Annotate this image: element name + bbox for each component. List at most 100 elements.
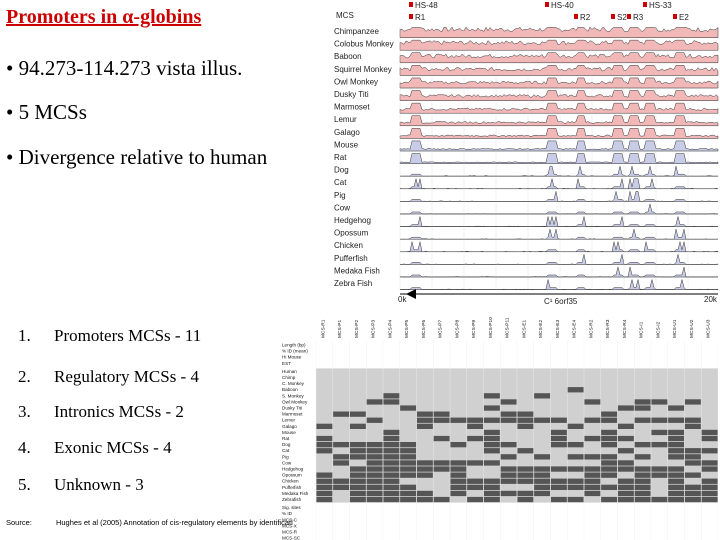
table-row-label: MCS-C <box>282 517 298 522</box>
table-row-label: Mouse <box>282 430 296 435</box>
table-column-header: MCS-P5 <box>404 320 410 338</box>
arrow-left-icon <box>406 289 416 299</box>
species-label: Colobus Monkey <box>334 40 394 49</box>
slide-title: Promoters in α-globins <box>6 6 202 28</box>
species-label: Opossum <box>334 229 369 238</box>
table-column-header: MCS-U3 <box>706 319 712 338</box>
marker-label: HS-33 <box>649 1 672 10</box>
table-row-label: Pufferfish <box>282 485 302 490</box>
table-row-label: Sig. sites <box>282 505 301 510</box>
table-row-label: S. Monkey <box>282 393 304 398</box>
table-row-label: MCS-R <box>282 530 298 535</box>
table-column-header: MCS-P7 <box>438 320 444 338</box>
table-column-header: MCS-P6 <box>421 320 427 338</box>
vista-species-row: Pig <box>334 189 719 202</box>
table-row-label: Chimp <box>282 375 296 380</box>
species-label: Medaka Fish <box>334 266 380 275</box>
table-row-label: Length (bp) <box>282 343 306 348</box>
table-row-label: Baboon <box>282 387 298 392</box>
vista-species-row: Marmoset <box>334 101 719 114</box>
table-column-header: MCS-E4 <box>572 320 578 338</box>
vista-species-row: Opossum <box>334 227 719 240</box>
table-column-header: MCS-I1 <box>639 321 645 338</box>
table-row-label: Rat <box>282 436 290 441</box>
table-column-header: MCS-P8 <box>454 320 460 338</box>
list-item: 3. Intronics MCSs - 2 <box>18 402 184 421</box>
table-column-header: MCS-E1 <box>521 320 527 338</box>
vista-species-row: Rat <box>334 152 719 164</box>
species-label: Dog <box>334 166 349 175</box>
vista-species-row: Dog <box>334 164 719 177</box>
marker-icon <box>627 14 631 19</box>
species-label: Chicken <box>334 241 363 250</box>
table-row-label: Zebrafish <box>282 497 302 502</box>
table-row-label: Pig <box>282 454 289 459</box>
species-label: Zebra Fish <box>334 279 372 288</box>
table-row-label: Lemur <box>282 418 295 423</box>
table-column-header: MCS-P11 <box>505 317 511 338</box>
table-column-header: MCS-I2 <box>655 321 661 338</box>
vista-species-row: Dusky Titi <box>334 89 719 101</box>
vista-species-row: Baboon <box>334 51 719 64</box>
table-column-header: MCS-R2 <box>588 319 594 338</box>
table-row-label: Marmoset <box>282 412 303 417</box>
source-citation: Source: Hughes et al (2005) Annotation o… <box>6 518 293 527</box>
table-column-header: MCS-R4 <box>622 319 628 338</box>
vista-species-row: Squirrel Monkey <box>334 63 719 76</box>
table-row-label: MCS-SC <box>282 536 301 540</box>
species-label: Galago <box>334 128 360 137</box>
marker-icon <box>545 2 549 7</box>
marker-icon <box>574 14 578 19</box>
species-label: Hedgehog <box>334 216 371 225</box>
species-label: Cat <box>334 178 347 187</box>
bullet-vista-range: • 94.273-114.273 vista illus. <box>6 56 243 80</box>
table-row-label: Medaka Fish <box>282 491 309 496</box>
table-column-header: MCS-P10 <box>488 317 494 338</box>
marker-icon <box>611 14 615 19</box>
species-label: Lemur <box>334 115 357 124</box>
table-row-label: % ID <box>282 511 293 516</box>
list-item: 1. Promoters MCSs - 11 <box>18 326 202 345</box>
table-column-header: MCS-R3 <box>605 319 611 338</box>
gene-label: C¹ 6orf35 <box>544 297 578 306</box>
table-row-label: % ID (mean) <box>282 349 308 354</box>
table-column-header: MCS-P2 <box>354 320 360 338</box>
table-column-header: MCS-P3 <box>371 320 377 338</box>
vista-species-row: Hedgehog <box>334 215 719 227</box>
table-row-label: EST <box>282 361 291 366</box>
axis-end-label: 20k <box>704 295 718 304</box>
table-row-label: Chicken <box>282 479 299 484</box>
bullet-divergence: • Divergence relative to human <box>6 145 268 169</box>
vista-species-row: Pufferfish <box>334 252 719 265</box>
marker-label: R1 <box>415 13 426 22</box>
table-column-header: MCS-P1 <box>337 320 343 338</box>
vista-species-row: Cow <box>334 202 719 215</box>
vista-species-row: Cat <box>334 177 719 190</box>
vista-axis: 0k 20k C¹ 6orf35 <box>398 289 718 306</box>
table-row-label: MCS-X <box>282 523 297 528</box>
mcs-label: MCS <box>336 11 354 20</box>
marker-label: R2 <box>580 13 591 22</box>
table-row-label: Dusky Titi <box>282 406 302 411</box>
species-label: Chimpanzee <box>334 27 379 36</box>
vista-species-row: Galago <box>334 126 719 139</box>
table-column-header: MCS-U2 <box>689 319 695 338</box>
table-column-header: MCS-U1 <box>672 319 678 338</box>
vista-species-row: Chicken <box>334 240 719 253</box>
source-reference: Hughes et al (2005) Annotation of cis-re… <box>55 518 293 527</box>
marker-icon <box>643 2 647 7</box>
marker-label: R3 <box>633 13 644 22</box>
marker-label: S2 <box>617 13 627 22</box>
table-row-label: Galago <box>282 424 297 429</box>
vista-conservation-plot: MCS HS-48 R1 HS-40 R2 S2 R3 HS-33 E2 Chimpanzee… <box>334 1 719 306</box>
mcs-summary-table: MCS-R1 MCS-P1 MCS-P2 MCS-P3 MCS-P4 MCS-P5 MCS-… <box>282 317 718 540</box>
table-row-label: Cat <box>282 448 290 453</box>
species-label: Cow <box>334 203 350 212</box>
species-label: Baboon <box>334 52 362 61</box>
table-column-header: MCS-E2 <box>538 320 544 338</box>
marker-icon <box>409 2 413 7</box>
list-item: 4. Exonic MCSs - 4 <box>18 438 172 457</box>
species-label: Dusky Titi <box>334 90 369 99</box>
vista-species-row: Lemur <box>334 114 719 127</box>
table-row-label: Cow <box>282 460 292 465</box>
